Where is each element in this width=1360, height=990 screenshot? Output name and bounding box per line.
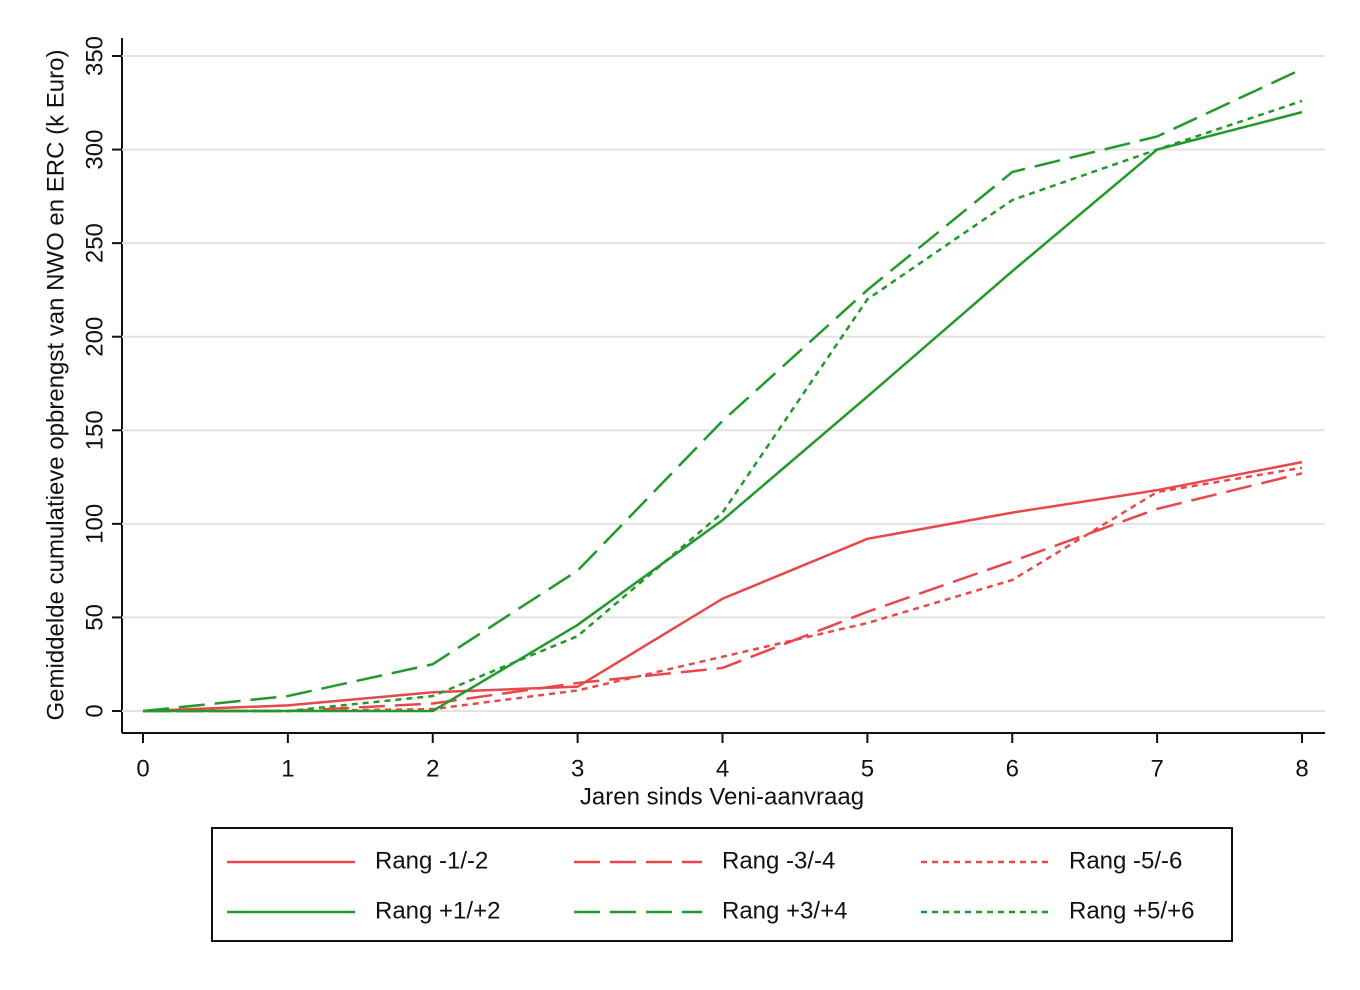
series-line — [143, 472, 1303, 713]
series-line — [143, 466, 1303, 713]
y-tick-label: 0 — [81, 704, 108, 717]
x-tick-label: 3 — [571, 755, 584, 782]
y-tick-label: 150 — [81, 410, 108, 450]
x-tick-label: 4 — [716, 755, 729, 782]
x-tick-label: 2 — [426, 755, 439, 782]
x-tick-label: 8 — [1295, 755, 1308, 782]
y-tick-label: 250 — [81, 223, 108, 263]
y-tick-label: 350 — [81, 36, 108, 76]
x-tick-label: 5 — [861, 755, 874, 782]
legend-label: Rang -5/-6 — [1069, 847, 1182, 874]
legend-label: Rang +5/+6 — [1069, 897, 1194, 924]
legend-label: Rang +3/+4 — [722, 897, 847, 924]
legend-label: Rang -3/-4 — [722, 847, 835, 874]
series-line — [142, 460, 1303, 713]
series-line — [142, 67, 1303, 713]
x-tick-label: 0 — [136, 755, 149, 782]
y-tick-label: 200 — [81, 317, 108, 357]
legend-label: Rang +1/+2 — [375, 897, 500, 924]
x-tick-label: 6 — [1006, 755, 1019, 782]
x-axis-label: Jaren sinds Veni-aanvraag — [580, 783, 864, 810]
legend-label: Rang -1/-2 — [375, 847, 488, 874]
x-tick-label: 1 — [281, 755, 294, 782]
x-tick-label: 7 — [1150, 755, 1163, 782]
y-axis-label: Gemiddelde cumulatieve opbrengst van NWO… — [42, 50, 69, 721]
y-tick-label: 300 — [81, 130, 108, 170]
legend-box — [211, 827, 1233, 942]
series-line — [143, 110, 1303, 713]
y-tick-label: 100 — [81, 504, 108, 544]
y-tick-label: 50 — [81, 604, 108, 631]
